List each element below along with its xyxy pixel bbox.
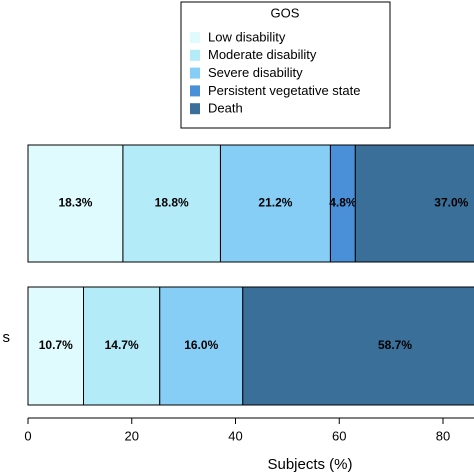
legend-label: Low disability	[208, 29, 286, 44]
value-label: 18.3%	[58, 196, 92, 210]
x-tick-label: 40	[228, 428, 242, 443]
x-tick-label: 60	[332, 428, 346, 443]
value-label: 10.7%	[39, 338, 73, 352]
legend-box	[180, 1, 391, 129]
legend-swatch	[190, 32, 200, 43]
legend-label: Severe disability	[208, 65, 303, 80]
bar-segment	[219, 144, 331, 263]
value-label: 16.0%	[184, 338, 218, 352]
legend-label: Persistent vegetative state	[208, 83, 360, 98]
value-label: 14.7%	[105, 338, 139, 352]
legend-label: Moderate disability	[208, 47, 317, 62]
bar-segment	[27, 144, 124, 263]
x-tick-label: 80	[436, 428, 450, 443]
x-axis-label: Subjects (%)	[267, 456, 352, 473]
value-label: 58.7%	[378, 338, 412, 352]
value-label: 37.0%	[434, 196, 468, 210]
bar-segment	[242, 286, 474, 406]
legend-swatch	[190, 103, 200, 115]
bar-segment	[122, 144, 221, 263]
bar-segment	[329, 144, 356, 263]
x-tick-label: 0	[24, 428, 31, 443]
value-label: 21.2%	[258, 196, 292, 210]
legend-swatch	[190, 67, 200, 79]
value-label: 18.8%	[155, 196, 189, 210]
legend-title: GOS	[271, 5, 300, 20]
legend-swatch	[190, 85, 200, 97]
x-tick-label: 20	[125, 428, 139, 443]
value-label: 4.8%	[329, 196, 357, 210]
legend-label: Death	[208, 101, 243, 116]
y-tick-label: s	[3, 329, 11, 346]
bar-segment	[27, 286, 85, 406]
legend-swatch	[190, 49, 200, 61]
bar-segment	[354, 144, 474, 263]
